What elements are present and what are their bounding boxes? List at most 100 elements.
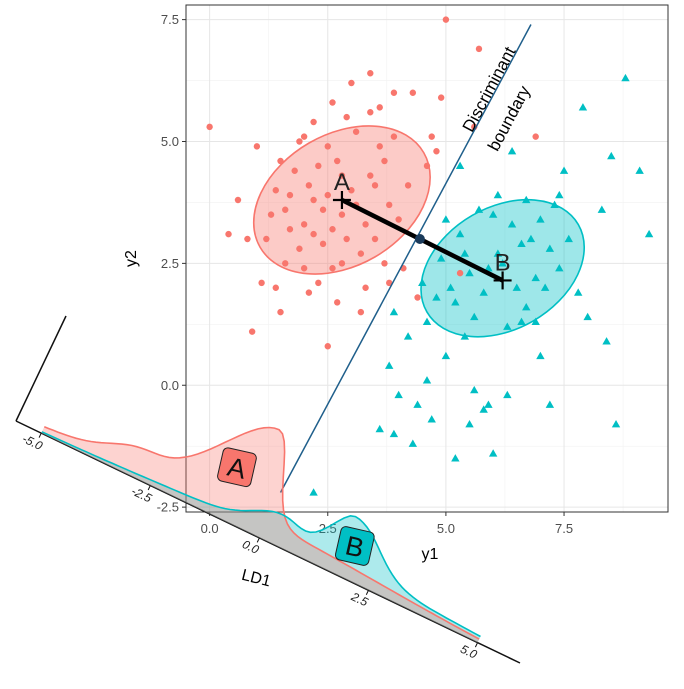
data-point-B (517, 317, 526, 326)
density-area-B (41, 431, 481, 643)
data-point-B (479, 288, 488, 296)
data-point-B (574, 288, 583, 296)
data-point-A (324, 143, 331, 150)
data-point-A (300, 265, 308, 272)
data-point-A (305, 182, 313, 189)
data-point-B (583, 312, 592, 321)
density-label-A: A (217, 447, 257, 488)
data-point-B (441, 351, 451, 360)
ld1-tick-mark (474, 642, 479, 648)
data-point-A (310, 230, 317, 238)
data-point-A (272, 284, 279, 291)
data-point-B (384, 361, 394, 369)
data-point-A (414, 294, 421, 301)
data-point-B (479, 405, 488, 413)
data-point-B (607, 151, 616, 160)
data-point-B (389, 429, 399, 438)
data-point-B (522, 303, 531, 311)
data-point-A (263, 235, 270, 243)
ld1-tick-label: -2.5 (129, 484, 154, 506)
data-point-A (296, 245, 303, 252)
data-point-B (531, 317, 540, 326)
data-point-B (441, 215, 451, 223)
data-point-A (291, 167, 298, 174)
data-point-B (564, 234, 573, 243)
data-point-B (545, 400, 555, 408)
data-point-B (621, 73, 630, 82)
data-point-A (315, 162, 322, 170)
data-point-B (644, 229, 654, 238)
data-point-B (493, 249, 503, 257)
data-point-A (300, 221, 308, 228)
ld1-tick-label: -5.0 (20, 431, 45, 453)
data-point-B (512, 283, 521, 291)
data-point-B (507, 220, 517, 228)
density-label-box-B (334, 526, 375, 566)
data-point-B (550, 200, 559, 209)
data-point-A (272, 187, 279, 194)
data-point-A (334, 299, 341, 306)
data-point-B (474, 205, 484, 213)
data-point-B (394, 390, 403, 399)
data-point-B (470, 385, 479, 394)
x-axis-label: y1 (422, 546, 439, 563)
data-point-B (484, 264, 493, 272)
data-point-A (324, 343, 331, 350)
data-point-A (305, 289, 313, 296)
data-point-A (367, 172, 374, 179)
density-label-B: B (334, 526, 375, 566)
data-point-A (381, 157, 388, 165)
data-point-A (248, 328, 256, 335)
data-point-A (343, 235, 350, 243)
data-point-B (526, 234, 536, 243)
data-point-B (375, 424, 384, 433)
data-point-A (385, 201, 393, 209)
ld1-axis-label: LD1 (240, 567, 273, 591)
density-label-box-A (217, 447, 257, 488)
data-point-A (324, 191, 331, 199)
x-tick-label: 5.0 (437, 521, 455, 536)
data-point-A (329, 99, 336, 106)
data-point-A (338, 211, 346, 218)
data-point-A (310, 196, 317, 204)
y-tick-label: 0.0 (161, 378, 179, 393)
density-height-axis (15, 315, 67, 422)
data-point-B (422, 317, 432, 326)
data-point-B (484, 400, 493, 408)
data-point-A (385, 279, 393, 287)
data-point-A (244, 235, 251, 243)
data-point-B (413, 400, 422, 408)
data-point-B (432, 293, 441, 301)
data-point-B (418, 278, 427, 287)
data-point-B (602, 337, 611, 345)
data-point-A (286, 226, 294, 233)
data-point-A (300, 133, 308, 140)
y-tick-label: 2.5 (161, 256, 179, 271)
data-point-B (470, 312, 479, 321)
data-point-B (503, 322, 512, 330)
data-point-B (536, 215, 545, 223)
data-point-A (428, 133, 435, 140)
data-point-B (555, 264, 564, 272)
data-point-A (319, 240, 327, 248)
data-point-A (376, 104, 383, 111)
data-point-A (286, 191, 294, 199)
ld1-tick-label: 0.0 (240, 537, 261, 557)
density-curve-A (44, 426, 480, 640)
data-point-B (451, 298, 460, 306)
data-point-A (456, 269, 464, 277)
data-point-A (234, 196, 242, 204)
x-tick-label: 7.5 (555, 521, 573, 536)
data-point-B (559, 166, 569, 174)
data-point-A (343, 113, 350, 121)
data-point-B (427, 415, 436, 423)
data-point-A (338, 260, 346, 267)
y-tick-label: 5.0 (161, 134, 179, 149)
data-point-A (357, 308, 365, 316)
data-point-B (460, 332, 470, 340)
data-point-A (532, 133, 539, 140)
data-point-A (367, 70, 374, 77)
data-point-B (597, 205, 607, 213)
centroid-midpoint (414, 234, 425, 244)
data-point-B (578, 103, 588, 111)
